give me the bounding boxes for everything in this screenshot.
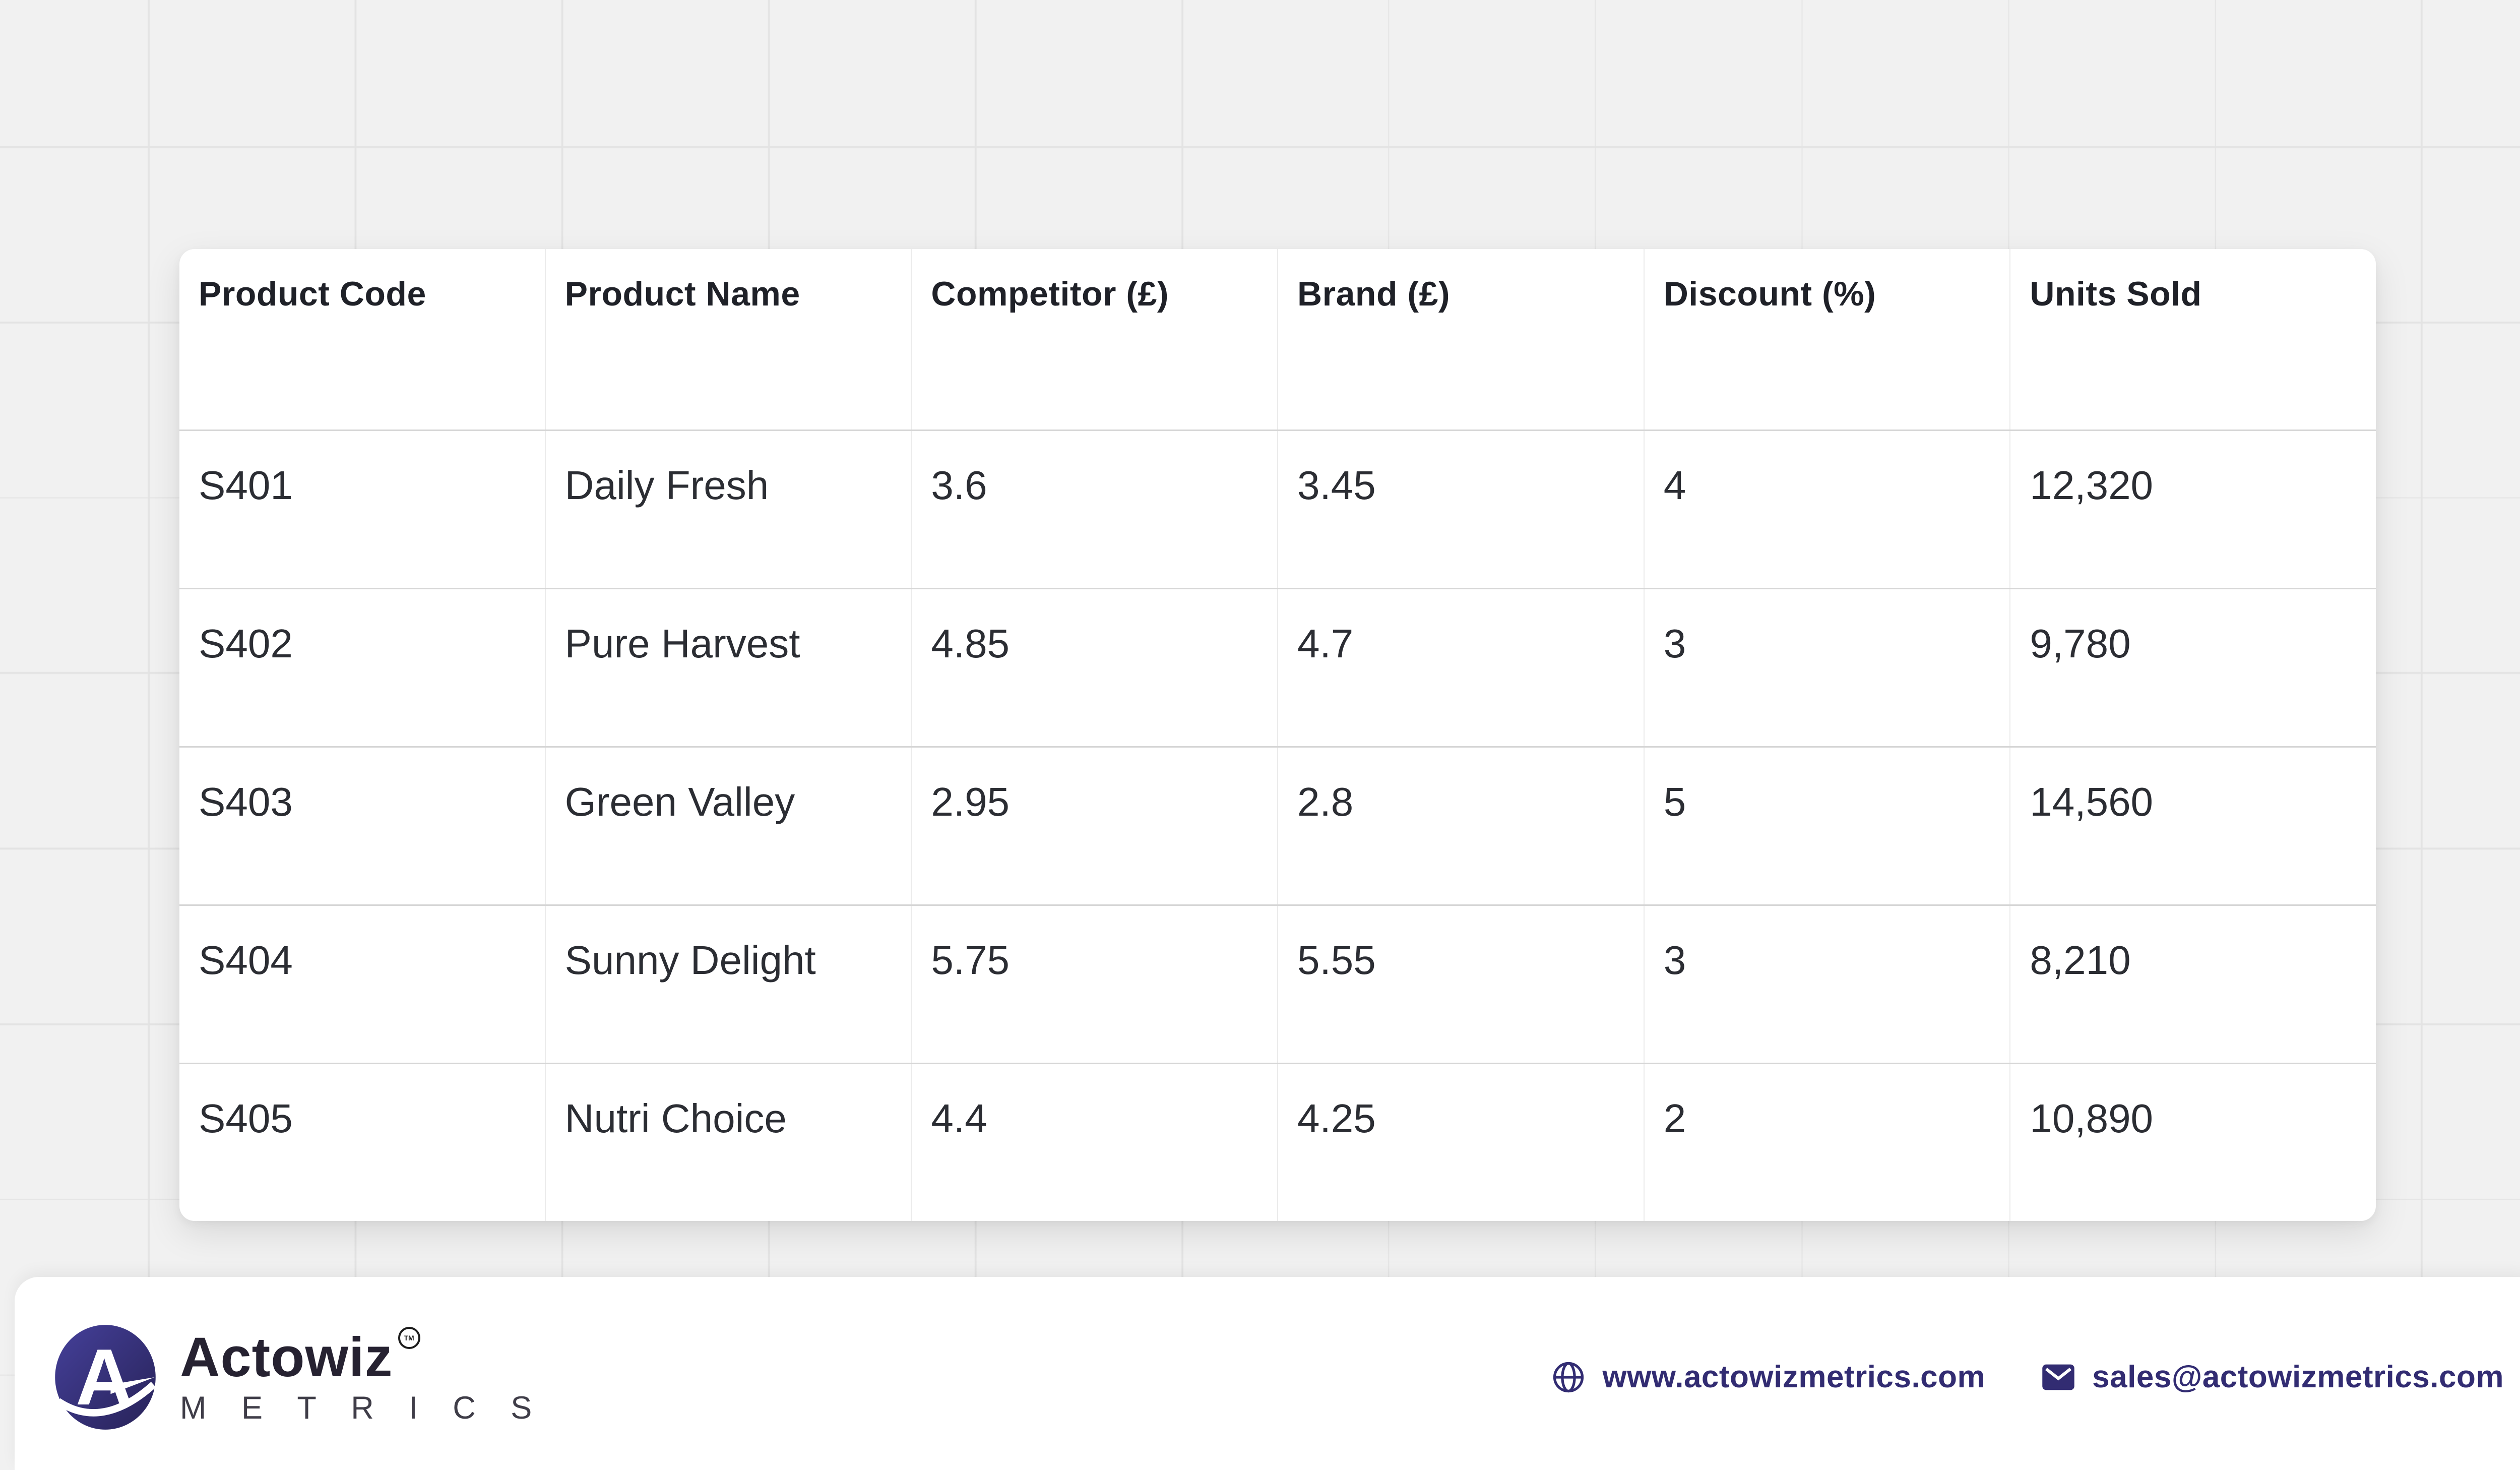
cell-units-sold: 12,320	[2030, 463, 2154, 508]
column-header-units-sold: Units Sold	[2030, 275, 2202, 313]
table-row: S405 Nutri Choice 4.4 4.25 2 10,890	[179, 1063, 2376, 1221]
cell-product-code: S404	[179, 906, 546, 1063]
cell-product-code: S401	[179, 431, 546, 588]
cell-brand-price: 4.25	[1278, 1064, 1645, 1221]
mail-icon	[2042, 1364, 2074, 1390]
table-row: S401 Daily Fresh 3.6 3.45 4 12,320	[179, 430, 2376, 588]
cell-product-name: Pure Harvest	[546, 589, 912, 746]
cell-product-name: Daily Fresh	[546, 431, 912, 588]
brand-logo-group: A Actowiz TM M E T R I C S	[53, 1324, 545, 1431]
column-header-competitor-price: Competitor (£)	[912, 249, 1279, 430]
table-row: S403 Green Valley 2.95 2.8 5 14,560	[179, 746, 2376, 904]
email-address: sales@actowizmetrics.com	[2092, 1360, 2504, 1394]
cell-discount: 2	[1645, 1064, 2011, 1221]
cell-brand-price: 4.7	[1278, 589, 1645, 746]
globe-icon	[1553, 1362, 1584, 1392]
actowiz-a-logo-icon: A	[55, 1324, 156, 1430]
footer-links: www.actowizmetrics.com sales@actowizmetr…	[1552, 1359, 2504, 1395]
cell-product-name: Nutri Choice	[546, 1064, 912, 1221]
cell-product-code: S403	[179, 748, 546, 904]
cell-units-sold: 14,560	[2030, 779, 2154, 824]
email-link[interactable]: sales@actowizmetrics.com	[2042, 1359, 2504, 1395]
cell-competitor-price: 3.6	[912, 431, 1279, 588]
footer-bar: A Actowiz TM M E T R I C S www.actowizme…	[15, 1277, 2520, 1470]
trademark-text: TM	[404, 1334, 414, 1342]
column-header-product-name: Product Name	[546, 249, 912, 430]
cell-units-sold: 9,780	[2030, 621, 2131, 666]
brand-subtitle: M E T R I C S	[180, 1390, 545, 1426]
column-header-brand-price: Brand (£)	[1278, 249, 1645, 430]
column-header-discount: Discount (%)	[1645, 249, 2011, 430]
cell-brand-price: 5.55	[1278, 906, 1645, 1063]
cell-product-name: Sunny Delight	[546, 906, 912, 1063]
cell-discount: 3	[1645, 589, 2011, 746]
cell-product-code: S405	[179, 1064, 546, 1221]
brand-wordmark: Actowiz TM M E T R I C S	[180, 1326, 545, 1426]
cell-discount: 5	[1645, 748, 2011, 904]
cell-discount: 3	[1645, 906, 2011, 1063]
cell-competitor-price: 4.4	[912, 1064, 1279, 1221]
column-header-product-code: Product Code	[179, 249, 546, 430]
cell-units-sold: 10,890	[2030, 1096, 2154, 1141]
table-row: S402 Pure Harvest 4.85 4.7 3 9,780	[179, 588, 2376, 746]
cell-product-name: Green Valley	[546, 748, 912, 904]
cell-product-code: S402	[179, 589, 546, 746]
cell-brand-price: 3.45	[1278, 431, 1645, 588]
cell-competitor-price: 5.75	[912, 906, 1279, 1063]
table-header-row: Product Code Product Name Competitor (£)…	[179, 249, 2376, 430]
product-comparison-table: Product Code Product Name Competitor (£)…	[179, 249, 2376, 1221]
cell-competitor-price: 4.85	[912, 589, 1279, 746]
website-url: www.actowizmetrics.com	[1602, 1360, 1986, 1394]
trademark-badge: TM	[398, 1327, 420, 1349]
table-row: S404 Sunny Delight 5.75 5.55 3 8,210	[179, 904, 2376, 1063]
cell-units-sold: 8,210	[2030, 938, 2131, 983]
website-link[interactable]: www.actowizmetrics.com	[1552, 1359, 1985, 1395]
cell-brand-price: 2.8	[1278, 748, 1645, 904]
brand-name: Actowiz	[180, 1326, 393, 1388]
cell-discount: 4	[1645, 431, 2011, 588]
cell-competitor-price: 2.95	[912, 748, 1279, 904]
